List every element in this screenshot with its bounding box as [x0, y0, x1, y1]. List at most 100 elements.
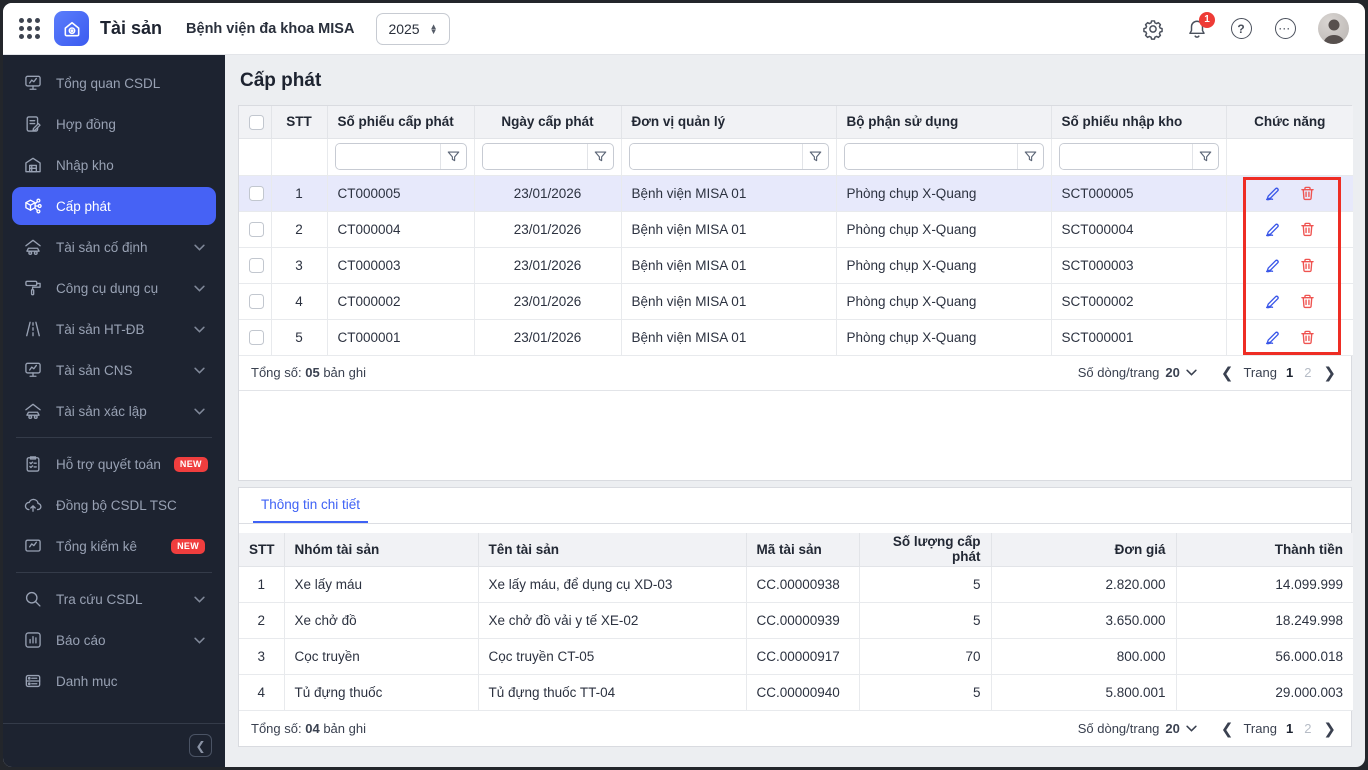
- row-checkbox[interactable]: [249, 221, 264, 237]
- detail-row: 4 Tủ đựng thuốc Tủ đựng thuốc TT-04 CC.0…: [239, 674, 1353, 711]
- table-row[interactable]: 4 CT000002 23/01/2026 Bệnh viện MISA 01 …: [239, 282, 1353, 320]
- sidebar-item-ho-tro-quyet-toan[interactable]: Hỗ trợ quyết toán NEW: [12, 445, 216, 483]
- page-label: Trang: [1243, 721, 1277, 736]
- sidebar-item-tong-kiem-ke[interactable]: Tổng kiểm kê NEW: [12, 527, 216, 565]
- row-checkbox[interactable]: [249, 329, 264, 345]
- road-icon: [26, 321, 40, 337]
- cell-bo-phan: Phòng chụp X-Quang: [835, 246, 1052, 284]
- sidebar-item-label: Tổng kiểm kê: [56, 538, 138, 554]
- rows-per-page-select[interactable]: Số dòng/trang 20: [1078, 721, 1197, 736]
- table-row[interactable]: 3 CT000003 23/01/2026 Bệnh viện MISA 01 …: [239, 246, 1353, 284]
- sidebar-item-tai-san-co-dinh[interactable]: Tài sản cố định: [12, 228, 216, 266]
- delete-trash-icon[interactable]: [1299, 257, 1316, 274]
- year-stepper-icon[interactable]: ▲ ▼: [429, 21, 438, 36]
- sidebar-item-label: Cấp phát: [56, 198, 111, 214]
- cell-so-phieu: CT000003: [326, 246, 475, 284]
- edit-icon[interactable]: [1264, 329, 1281, 346]
- filter-funnel-icon[interactable]: [439, 144, 466, 169]
- sidebar-item-tong-quan-csdl[interactable]: Tổng quan CSDL: [12, 64, 216, 102]
- app-window: Tài sản Bệnh viện đa khoa MISA 2025 ▲ ▼ 1: [3, 3, 1365, 767]
- allocation-table: STT Số phiếu cấp phát Ngày cấp phát Đơn …: [239, 106, 1353, 356]
- search-icon: [25, 591, 41, 607]
- user-avatar[interactable]: [1318, 13, 1349, 44]
- col-bo-phan: Bộ phận sử dụng: [835, 106, 1052, 139]
- detail-row: 3 Cọc truyền Cọc truyền CT-05 CC.0000091…: [239, 638, 1353, 675]
- col-so-phieu: Số phiếu cấp phát: [326, 106, 475, 139]
- more-options-icon[interactable]: ···: [1274, 18, 1296, 40]
- table-row[interactable]: 1 CT000005 23/01/2026 Bệnh viện MISA 01 …: [239, 174, 1353, 212]
- cell-don-vi: Bệnh viện MISA 01: [620, 210, 837, 248]
- sidebar-item-tai-san-xac-lap[interactable]: Tài sản xác lập: [12, 392, 216, 430]
- sidebar-item-danh-muc[interactable]: Danh mục: [12, 662, 216, 700]
- select-all-checkbox[interactable]: [249, 114, 264, 130]
- page-number-1[interactable]: 1: [1285, 365, 1294, 380]
- cell-don-gia: 3.650.000: [990, 602, 1177, 639]
- sidebar-item-cap-phat[interactable]: Cấp phát: [12, 187, 216, 225]
- cell-nhap-kho: SCT000002: [1050, 282, 1227, 320]
- delete-trash-icon[interactable]: [1299, 293, 1316, 310]
- cell-so-phieu: CT000005: [326, 174, 475, 212]
- cell-ten: Tủ đựng thuốc TT-04: [477, 674, 747, 711]
- filter-bo-phan-input[interactable]: [844, 144, 1017, 169]
- next-page-icon[interactable]: ❯: [1323, 720, 1336, 738]
- year-select[interactable]: 2025 ▲ ▼: [376, 12, 450, 45]
- cell-so-luong: 70: [858, 638, 992, 675]
- delete-trash-icon[interactable]: [1299, 329, 1316, 346]
- filter-nhap-kho-input[interactable]: [1059, 144, 1192, 169]
- page-number-2[interactable]: 2: [1304, 721, 1312, 736]
- sidebar-item-bao-cao[interactable]: Báo cáo: [12, 621, 216, 659]
- filter-funnel-icon[interactable]: [1191, 144, 1218, 169]
- allocation-table-panel: STT Số phiếu cấp phát Ngày cấp phát Đơn …: [238, 105, 1353, 481]
- sidebar-item-label: Tài sản HT-ĐB: [56, 321, 145, 337]
- page-number-1[interactable]: 1: [1285, 721, 1294, 736]
- apps-grid-icon[interactable]: [19, 18, 40, 39]
- table-row[interactable]: 5 CT000001 23/01/2026 Bệnh viện MISA 01 …: [239, 318, 1353, 356]
- prev-page-icon[interactable]: ❮: [1220, 720, 1234, 738]
- edit-icon[interactable]: [1264, 221, 1281, 238]
- chevron-down-icon: [1186, 725, 1197, 732]
- cell-nhom: Xe chở đồ: [283, 602, 479, 639]
- dashboard-icon: [25, 75, 41, 90]
- sidebar-item-tra-cuu-csdl[interactable]: Tra cứu CSDL: [12, 580, 216, 618]
- detail-footer: Tổng số: 04 bản ghi Số dòng/trang 20 ❮ T…: [239, 711, 1351, 746]
- filter-funnel-icon[interactable]: [801, 144, 828, 169]
- cell-nhom: Xe lấy máu: [283, 566, 479, 603]
- filter-funnel-icon[interactable]: [1016, 144, 1043, 169]
- page-number-2[interactable]: 2: [1304, 365, 1312, 380]
- edit-icon[interactable]: [1264, 293, 1281, 310]
- rows-per-page-select[interactable]: Số dòng/trang 20: [1078, 365, 1197, 380]
- sidebar-item-nhap-kho[interactable]: Nhập kho: [12, 146, 216, 184]
- settings-gear-icon[interactable]: [1142, 18, 1164, 40]
- sidebar-item-hop-dong[interactable]: Hợp đồng: [12, 105, 216, 143]
- sidebar-item-dong-bo-csdl-tsc[interactable]: Đồng bộ CSDL TSC: [12, 486, 216, 524]
- delete-trash-icon[interactable]: [1299, 185, 1316, 202]
- filter-so-phieu-input[interactable]: [335, 144, 440, 169]
- delete-trash-icon[interactable]: [1299, 221, 1316, 238]
- tab-thong-tin-chi-tiet[interactable]: Thông tin chi tiết: [253, 488, 369, 523]
- help-icon[interactable]: ?: [1230, 18, 1252, 40]
- row-checkbox[interactable]: [249, 185, 264, 201]
- table-header-row: STT Số phiếu cấp phát Ngày cấp phát Đơn …: [239, 106, 1353, 139]
- filter-don-vi-input[interactable]: [629, 144, 802, 169]
- allocation-icon: [25, 198, 42, 214]
- sidebar-item-tai-san-ht-db[interactable]: Tài sản HT-ĐB: [12, 310, 216, 348]
- filter-ngay-input[interactable]: [482, 144, 587, 169]
- sidebar-item-tai-san-cns[interactable]: Tài sản CNS: [12, 351, 216, 389]
- main-content: Cấp phát STT Số phiếu cấp phát Ngày cấp …: [225, 55, 1365, 767]
- prev-page-icon[interactable]: ❮: [1220, 364, 1234, 382]
- edit-icon[interactable]: [1264, 185, 1281, 202]
- app-logo-icon: [54, 11, 89, 46]
- sidebar-item-cong-cu-dung-cu[interactable]: Công cụ dụng cụ: [12, 269, 216, 307]
- filter-funnel-icon[interactable]: [586, 144, 613, 169]
- cell-stt: 3: [270, 246, 328, 284]
- next-page-icon[interactable]: ❯: [1323, 364, 1336, 382]
- year-value: 2025: [388, 20, 420, 37]
- table-row[interactable]: 2 CT000004 23/01/2026 Bệnh viện MISA 01 …: [239, 210, 1353, 248]
- row-checkbox[interactable]: [249, 293, 264, 309]
- row-checkbox[interactable]: [249, 257, 264, 273]
- notifications-bell-icon[interactable]: 1: [1186, 11, 1215, 40]
- chevron-down-icon: [194, 408, 205, 415]
- cell-so-luong: 5: [858, 566, 992, 603]
- sidebar-collapse-button[interactable]: ❮: [189, 734, 212, 757]
- edit-icon[interactable]: [1264, 257, 1281, 274]
